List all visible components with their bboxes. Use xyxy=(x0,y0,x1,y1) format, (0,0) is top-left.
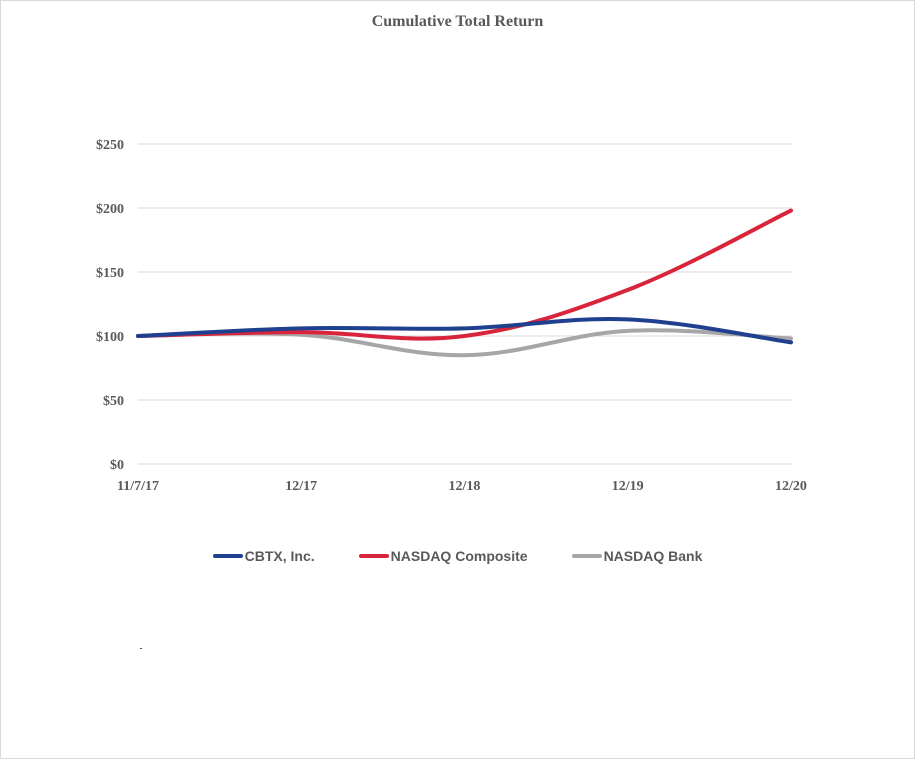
chart-title: Cumulative Total Return xyxy=(371,13,544,30)
legend-label-cbtx: CBTX, Inc. xyxy=(244,548,315,564)
series-line-nasdaq-composite xyxy=(136,208,793,341)
x-axis-tick-labels: 11/7/17 12/17 12/18 12/19 12/20 xyxy=(117,479,807,494)
y-tick-label: $0 xyxy=(110,458,124,473)
x-tick-label: 11/7/17 xyxy=(117,479,159,494)
legend-swatch-nasdaq-composite xyxy=(358,554,389,558)
x-tick-label: 12/18 xyxy=(449,479,481,494)
series-lines xyxy=(136,208,793,358)
y-axis-tick-labels: $0 $50 $100 $150 $200 $250 xyxy=(96,138,124,473)
x-tick-label: 12/19 xyxy=(612,479,644,494)
legend-item-nasdaq-bank: NASDAQ Bank xyxy=(571,548,703,564)
x-tick-label: 12/17 xyxy=(285,479,317,494)
legend: CBTX, Inc. NASDAQ Composite NASDAQ Bank xyxy=(0,548,915,564)
y-tick-label: $200 xyxy=(96,202,124,217)
legend-swatch-nasdaq-bank xyxy=(571,554,602,558)
y-tick-label: $100 xyxy=(96,330,124,345)
series-line-cbtx xyxy=(136,316,793,345)
y-tick-label: $50 xyxy=(103,394,124,409)
y-tick-label: $150 xyxy=(96,266,124,281)
legend-swatch-cbtx xyxy=(212,554,243,558)
gridlines xyxy=(138,143,791,465)
legend-label-nasdaq-composite: NASDAQ Composite xyxy=(390,548,528,564)
y-tick-label: $250 xyxy=(96,138,124,153)
legend-item-cbtx: CBTX, Inc. xyxy=(212,548,315,564)
stray-mark xyxy=(140,648,142,649)
legend-label-nasdaq-bank: NASDAQ Bank xyxy=(603,548,703,564)
legend-item-nasdaq-composite: NASDAQ Composite xyxy=(358,548,528,564)
x-tick-label: 12/20 xyxy=(775,479,807,494)
